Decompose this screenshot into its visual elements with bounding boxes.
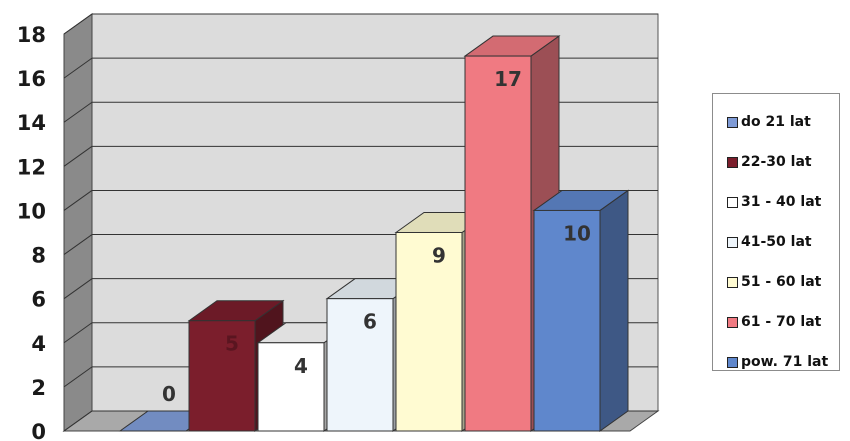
gridline-side <box>63 234 93 255</box>
legend-label: pow. 71 lat <box>741 354 829 370</box>
y-tick-label: 12 <box>17 155 46 179</box>
legend-item: 22-30 lat <box>727 142 839 182</box>
bar-front <box>395 232 463 432</box>
y-tick-label: 4 <box>31 332 46 356</box>
y-tick-label: 18 <box>17 23 46 47</box>
legend-swatch <box>727 156 738 168</box>
legend-item: pow. 71 lat <box>727 342 839 382</box>
bar-front <box>326 298 394 432</box>
legend-label: do 21 lat <box>741 114 811 130</box>
data-label: 5 <box>225 332 239 356</box>
y-tick-label: 14 <box>17 111 46 135</box>
y-axis-ticks: 0 2 4 6 8 10 12 14 16 18 <box>17 23 46 441</box>
data-label: 9 <box>432 244 446 268</box>
gridline-side <box>63 322 93 344</box>
data-label: 6 <box>363 310 377 334</box>
bar-front <box>188 320 256 432</box>
data-label: 0 <box>162 382 176 406</box>
legend-item: 61 - 70 lat <box>727 302 839 342</box>
legend-label: 22-30 lat <box>741 154 812 170</box>
data-label: 10 <box>563 221 591 245</box>
bar-front <box>464 55 532 432</box>
legend-label: 51 - 60 lat <box>741 274 822 290</box>
data-label: 4 <box>294 354 308 378</box>
bar-side <box>599 189 629 432</box>
bar <box>532 189 630 432</box>
y-tick-label: 6 <box>31 288 46 312</box>
legend-item: 51 - 60 lat <box>727 262 839 302</box>
gridline-side <box>63 278 93 300</box>
gridline-side <box>63 145 93 167</box>
legend-item: 31 - 40 lat <box>727 182 839 222</box>
legend-swatch <box>727 316 738 328</box>
legend-swatch <box>727 356 738 368</box>
y-tick-label: 10 <box>17 199 46 223</box>
y-tick-label: 16 <box>17 67 46 91</box>
legend: do 21 lat 22-30 lat 31 - 40 lat 41-50 lat 51… <box>712 93 840 371</box>
bar-front <box>533 209 601 432</box>
gridline-side <box>63 101 93 123</box>
gridline-side <box>63 410 93 432</box>
gridline-side <box>63 190 93 211</box>
bars <box>118 35 630 432</box>
y-tick-label: 8 <box>31 244 46 268</box>
data-labels: 0 5 4 6 9 17 10 <box>162 67 591 406</box>
legend-swatch <box>727 236 738 248</box>
data-label: 17 <box>494 67 522 91</box>
legend-label: 41-50 lat <box>741 234 812 250</box>
legend-swatch <box>727 276 738 288</box>
legend-swatch <box>727 116 738 128</box>
legend-label: 61 - 70 lat <box>741 314 822 330</box>
bar-front <box>257 342 325 432</box>
legend-swatch <box>727 196 738 208</box>
y-tick-label: 2 <box>31 376 46 400</box>
side-wall <box>63 13 93 432</box>
y-tick-label: 0 <box>31 420 46 441</box>
legend-label: 31 - 40 lat <box>741 194 822 210</box>
legend-item: 41-50 lat <box>727 222 839 262</box>
legend-item: do 21 lat <box>727 102 839 142</box>
gridline-side <box>63 366 93 388</box>
gridline-side <box>63 57 93 79</box>
gridline-side <box>63 13 93 35</box>
